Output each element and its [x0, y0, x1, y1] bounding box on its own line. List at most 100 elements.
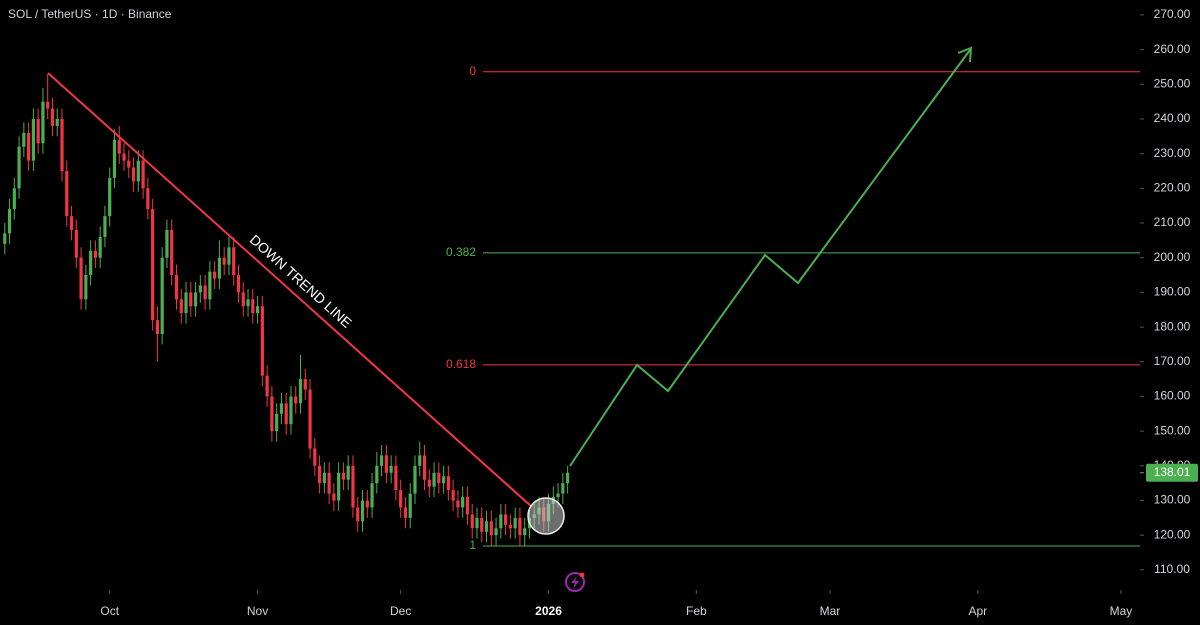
- y-tick-label: 160.00: [1154, 389, 1191, 403]
- candle-body: [451, 490, 455, 501]
- candle: [408, 483, 412, 529]
- candle-body: [475, 517, 479, 529]
- candle: [89, 240, 93, 286]
- candle-body: [289, 396, 293, 425]
- candle: [561, 472, 565, 504]
- candle: [155, 306, 160, 362]
- candle: [384, 445, 388, 484]
- candle: [136, 150, 140, 192]
- candle: [69, 205, 74, 241]
- y-tick-label: 190.00: [1154, 285, 1191, 299]
- y-tick-label: 200.00: [1154, 250, 1191, 264]
- candle-body: [179, 299, 183, 314]
- candle-body: [89, 250, 93, 276]
- candle: [79, 247, 83, 310]
- candle-body: [284, 403, 288, 425]
- candle: [65, 160, 69, 227]
- candle: [22, 122, 26, 158]
- candle-body: [203, 285, 207, 300]
- candle-body: [236, 275, 241, 293]
- candle: [337, 462, 341, 511]
- breakout-marker: [527, 497, 565, 535]
- candle: [260, 295, 264, 387]
- candle: [127, 150, 131, 178]
- candle-body: [341, 472, 346, 480]
- candle: [360, 490, 365, 532]
- candle-body: [27, 132, 31, 161]
- candle-body: [279, 403, 284, 414]
- fib-level-label: 0.382: [446, 245, 476, 259]
- candle-body: [294, 396, 298, 404]
- candle-body: [337, 472, 341, 501]
- candle-body: [556, 493, 560, 498]
- candle: [74, 219, 78, 269]
- candle-body: [408, 493, 412, 518]
- candle-body: [174, 275, 179, 300]
- candle-body: [480, 517, 484, 532]
- y-tick-label: 150.00: [1154, 423, 1191, 437]
- candle-body: [494, 528, 498, 536]
- candle-body: [3, 233, 7, 244]
- candle-body: [422, 455, 427, 480]
- y-tick-label: 120.00: [1154, 527, 1191, 541]
- candle-body: [370, 483, 374, 508]
- fib-level-label: 1: [469, 538, 476, 552]
- candle-body: [298, 379, 303, 404]
- candle-body: [346, 465, 350, 480]
- candle: [437, 462, 441, 494]
- candle: [389, 455, 393, 484]
- candle-body: [117, 139, 121, 154]
- y-tick-label: 270.00: [1154, 7, 1191, 21]
- y-tick-label: 240.00: [1154, 111, 1191, 125]
- candle: [31, 108, 35, 171]
- candle: [60, 108, 64, 182]
- candle-body: [193, 292, 198, 307]
- candle: [255, 295, 260, 324]
- candle-body: [155, 320, 160, 335]
- candle-body: [413, 465, 417, 494]
- candle: [508, 514, 512, 539]
- candle: [322, 462, 326, 494]
- candle-body: [7, 209, 12, 234]
- candle-body: [432, 472, 436, 487]
- candle: [294, 386, 298, 414]
- x-tick-label: Oct: [100, 604, 119, 618]
- y-tick-label: 130.00: [1154, 493, 1191, 507]
- y-tick-label: 210.00: [1154, 215, 1191, 229]
- trend-line: [47, 72, 533, 508]
- candle: [375, 451, 379, 494]
- candle-body: [418, 455, 422, 466]
- x-tick-label: Feb: [686, 604, 707, 618]
- candle: [441, 465, 446, 494]
- candle-body: [79, 257, 83, 300]
- candle-body: [360, 500, 365, 522]
- candle-body: [379, 455, 384, 466]
- candle-body: [46, 101, 50, 109]
- projection-path: [569, 49, 971, 467]
- candle: [451, 479, 455, 511]
- candle: [112, 129, 117, 189]
- candle-body: [160, 257, 164, 335]
- candle-body: [36, 118, 40, 144]
- chart-title: SOL / TetherUS · 1D · Binance: [8, 7, 172, 21]
- candle-body: [561, 483, 565, 494]
- candle: [232, 236, 236, 286]
- candle-body: [504, 514, 508, 525]
- candle-body: [74, 229, 78, 258]
- alert-icon[interactable]: [565, 572, 585, 592]
- candle-body: [265, 375, 269, 397]
- candle-body: [50, 108, 55, 126]
- candle-body: [222, 257, 226, 265]
- candle: [332, 483, 336, 511]
- candle: [523, 517, 527, 546]
- candle: [122, 143, 126, 171]
- candle: [131, 157, 136, 192]
- candle-body: [375, 465, 379, 484]
- y-tick-label: 170.00: [1154, 354, 1191, 368]
- candle: [422, 445, 427, 491]
- candle: [103, 205, 107, 248]
- candle: [189, 281, 193, 317]
- candle-body: [332, 493, 336, 501]
- candle-body: [31, 118, 35, 161]
